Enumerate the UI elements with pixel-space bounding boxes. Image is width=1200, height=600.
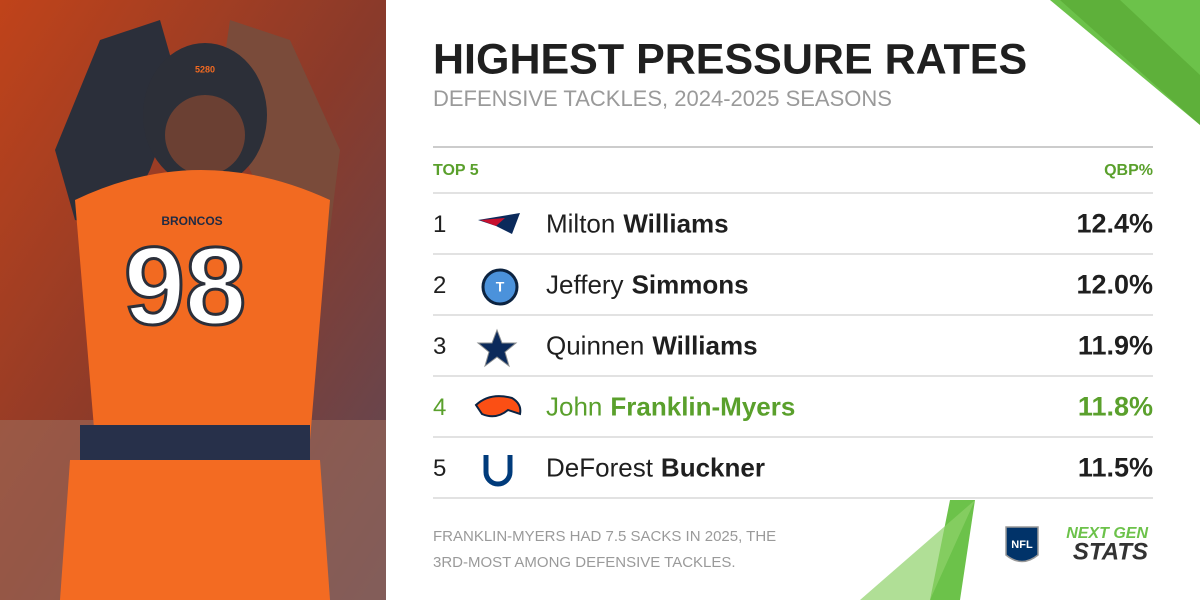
svg-text:T: T (496, 279, 505, 295)
content-panel (386, 0, 1200, 600)
rank: 1 (433, 211, 446, 238)
team-logo: T (481, 268, 519, 306)
brand-line: NEXT GEN (1066, 525, 1148, 542)
first-name: DeForest (546, 452, 654, 482)
team-logo (483, 455, 513, 487)
qbp-value: 12.0% (1076, 270, 1153, 300)
table: 1 Milton Williams 12.4% 2 Jeffery Simmons 12.0%… (433, 192, 1153, 499)
last-name: Buckner (661, 452, 765, 482)
brand-logo: NFL NEXT GEN STATS (1005, 525, 1148, 565)
photo: 98 BRONCOS 5280 (0, 0, 386, 600)
footnote: 3RD-MOST AMONG DEFENSIVE TACKLES. (433, 554, 736, 571)
column-header: QBP% (1104, 162, 1153, 179)
accent (1060, 0, 1200, 125)
last-name: Williams (652, 330, 757, 360)
jersey-number: 98 (124, 225, 246, 348)
player-name: Jeffery Simmons (546, 269, 749, 299)
qbp-value: 11.5% (1078, 453, 1153, 483)
brand-league: NFL (1011, 539, 1033, 551)
last-name: Franklin-Myers (610, 391, 795, 421)
rank: 5 (433, 455, 446, 482)
first-name: Milton (546, 208, 615, 238)
rank: 4 (433, 394, 446, 421)
qbp-value: 12.4% (1076, 209, 1153, 239)
rank: 2 (433, 272, 446, 299)
first-name: Quinnen (546, 330, 644, 360)
player-name: John Franklin-Myers (546, 391, 795, 421)
qbp-value: 11.9% (1078, 331, 1153, 361)
column-header: TOP 5 (433, 162, 479, 179)
team-logo (476, 328, 518, 368)
rank: 3 (433, 333, 446, 360)
player-name: Milton Williams (546, 208, 729, 238)
qbp-value: 11.8% (1078, 392, 1153, 422)
footnote: FRANKLIN-MYERS HAD 7.5 SACKS IN 2025, TH… (433, 528, 776, 545)
jersey-text: BRONCOS (161, 214, 222, 228)
title: HIGHEST PRESSURE RATES (433, 35, 1027, 83)
player-name: DeForest Buckner (546, 452, 765, 482)
last-name: Williams (623, 208, 728, 238)
subtitle: DEFENSIVE TACKLES, 2024-2025 SEASONS (433, 86, 892, 111)
player-name: Quinnen Williams (546, 330, 758, 360)
team-logo (478, 213, 520, 234)
first-name: Jeffery (546, 269, 624, 299)
brand-line: STATS (1073, 538, 1148, 565)
team-logo (474, 395, 522, 418)
accent (860, 500, 975, 600)
last-name: Simmons (632, 269, 749, 299)
helmet-text: 5280 (195, 64, 215, 74)
first-name: John (546, 391, 602, 421)
accent (1050, 0, 1200, 125)
